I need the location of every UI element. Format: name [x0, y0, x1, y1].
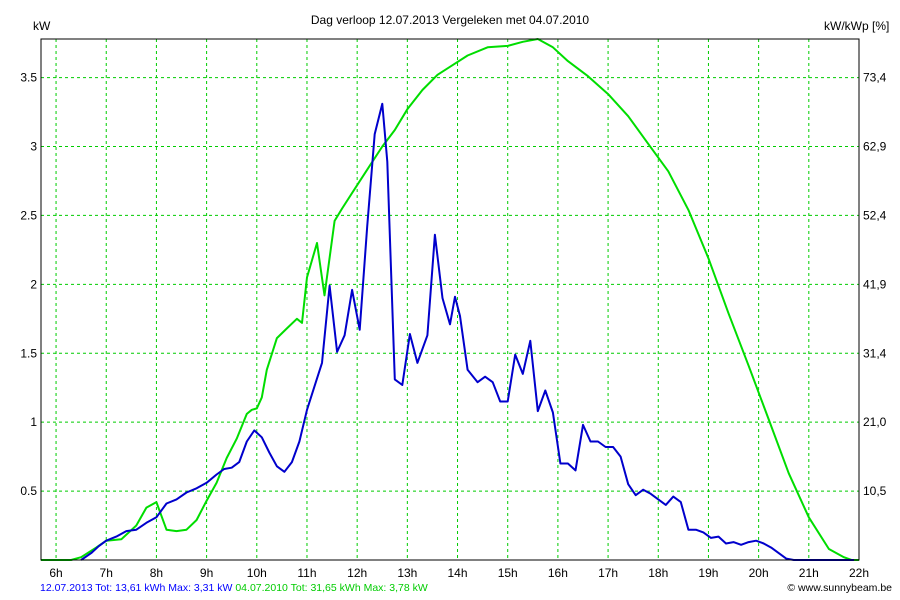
x-tick-label: 12h [347, 566, 367, 580]
x-tick-label: 6h [49, 566, 62, 580]
y-tick-label-right: 73,4 [863, 71, 887, 85]
y-tick-label-right: 62,9 [863, 140, 887, 154]
y-tick-label-right: 31,4 [863, 346, 887, 360]
series-line-12-07-2013 [80, 102, 854, 561]
legend-entry-2013: 12.07.2013 Tot: 13,61 kWh Max: 3,31 kW [40, 582, 233, 594]
y-tick-label-right: 52,4 [863, 208, 887, 222]
plot-frame [40, 38, 860, 561]
y-axis-left-label: kW [33, 19, 51, 33]
y-tick-label-left: 3 [30, 140, 37, 154]
x-tick-label: 17h [598, 566, 618, 580]
y-axis-right-label: kW/kWp [%] [824, 19, 889, 33]
x-tick-label: 21h [799, 566, 819, 580]
x-tick-label: 9h [200, 566, 213, 580]
y-tick-label-right: 21,0 [863, 415, 887, 429]
plot-background [41, 39, 859, 560]
x-tick-label: 14h [448, 566, 468, 580]
x-tick-label: 13h [397, 566, 417, 580]
x-tick-label: 20h [749, 566, 769, 580]
y-tick-label-right: 41,9 [863, 277, 887, 291]
x-tick-label: 18h [648, 566, 668, 580]
credit-text: © www.sunnybeam.be [787, 582, 892, 594]
y-tick-label-left: 2 [30, 277, 37, 291]
y-tick-label-left: 1.5 [20, 346, 37, 360]
y-tick-label-left: 2.5 [20, 208, 37, 222]
y-tick-label-right: 10,5 [863, 484, 887, 498]
y-tick-label-left: 3.5 [20, 71, 37, 85]
footer-summary: 12.07.2013 Tot: 13,61 kWh Max: 3,31 kW 0… [40, 582, 428, 594]
x-tick-label: 19h [698, 566, 718, 580]
x-tick-label: 7h [100, 566, 113, 580]
series-line-04-07-2010 [41, 38, 859, 561]
series-layer [41, 38, 859, 561]
x-tick-label: 22h [849, 566, 869, 580]
x-tick-label: 10h [247, 566, 267, 580]
y-tick-label-left: 0.5 [20, 484, 37, 498]
y-tick-label-left: 1 [30, 415, 37, 429]
legend-entry-2010: 04.07.2010 Tot: 31,65 kWh Max: 3,78 kW [235, 582, 428, 594]
chart-title: Dag verloop 12.07.2013 Vergeleken met 04… [311, 13, 590, 27]
grid-lines [41, 39, 860, 560]
tick-labels: 6h 7h 8h 9h 10h 11h 12h 13h 14h 15h 16h 17h 18h 19h 20… [20, 71, 886, 580]
x-tick-label: 11h [297, 566, 316, 580]
x-tick-label: 16h [548, 566, 568, 580]
x-tick-label: 8h [150, 566, 163, 580]
x-tick-label: 15h [498, 566, 518, 580]
